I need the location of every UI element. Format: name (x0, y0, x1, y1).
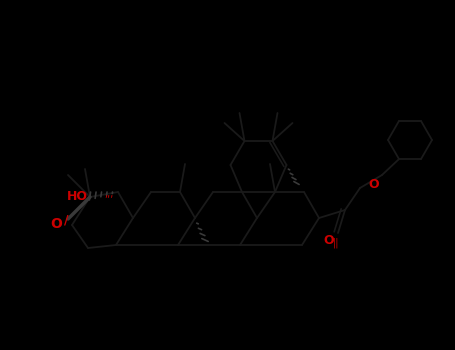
Text: ||: || (333, 237, 339, 247)
Text: ,,,: ,,, (104, 189, 113, 199)
Text: O: O (368, 178, 379, 191)
Text: /: / (64, 214, 69, 226)
Text: HO: HO (67, 189, 88, 203)
Polygon shape (66, 197, 90, 222)
Text: O: O (50, 217, 62, 231)
Text: O: O (324, 234, 334, 247)
